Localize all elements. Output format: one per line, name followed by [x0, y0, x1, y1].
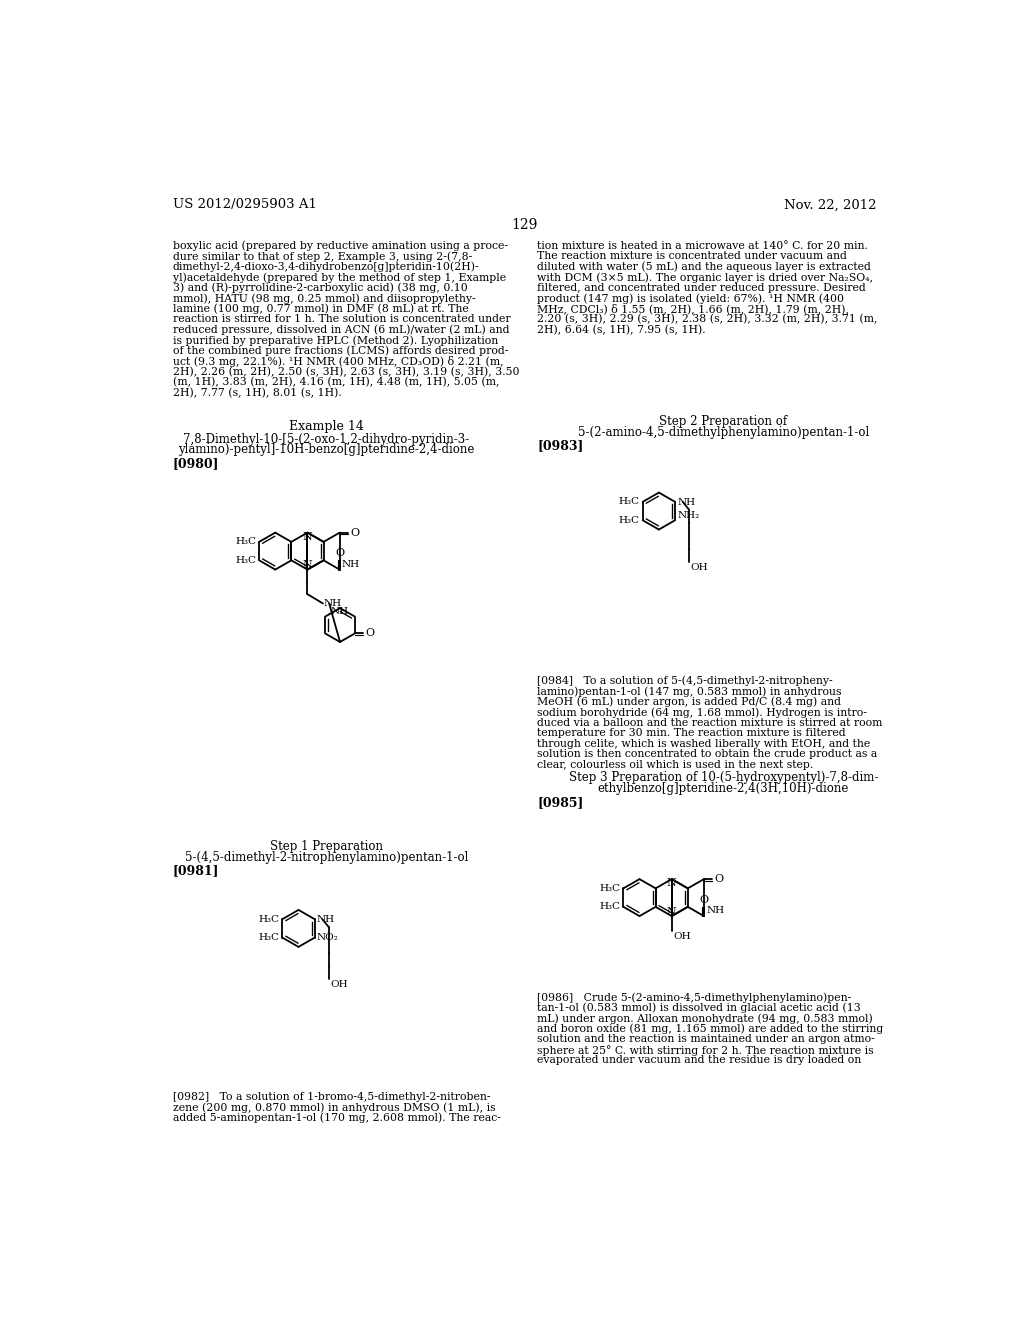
Text: OH: OH — [673, 932, 691, 941]
Text: filtered, and concentrated under reduced pressure. Desired: filtered, and concentrated under reduced… — [538, 282, 866, 293]
Text: O: O — [335, 548, 344, 558]
Text: uct (9.3 mg, 22.1%). ¹H NMR (400 MHz, CD₃OD) δ 2.21 (m,: uct (9.3 mg, 22.1%). ¹H NMR (400 MHz, CD… — [173, 356, 504, 367]
Text: 2.20 (s, 3H), 2.29 (s, 3H), 2.38 (s, 2H), 3.32 (m, 2H), 3.71 (m,: 2.20 (s, 3H), 2.29 (s, 3H), 2.38 (s, 2H)… — [538, 314, 878, 325]
Text: boxylic acid (prepared by reductive amination using a proce-: boxylic acid (prepared by reductive amin… — [173, 240, 508, 251]
Text: mL) under argon. Alloxan monohydrate (94 mg, 0.583 mmol): mL) under argon. Alloxan monohydrate (94… — [538, 1014, 872, 1024]
Text: OH: OH — [330, 979, 348, 989]
Text: reaction is stirred for 1 h. The solution is concentrated under: reaction is stirred for 1 h. The solutio… — [173, 314, 511, 325]
Text: ethylbenzo[g]pteridine-2,4(3H,10H)-dione: ethylbenzo[g]pteridine-2,4(3H,10H)-dione — [598, 781, 849, 795]
Text: 2H), 7.77 (s, 1H), 8.01 (s, 1H).: 2H), 7.77 (s, 1H), 8.01 (s, 1H). — [173, 387, 342, 397]
Text: N: N — [302, 561, 312, 570]
Text: NH: NH — [331, 607, 349, 616]
Text: tan-1-ol (0.583 mmol) is dissolved in glacial acetic acid (13: tan-1-ol (0.583 mmol) is dissolved in gl… — [538, 1003, 861, 1014]
Text: duced via a balloon and the reaction mixture is stirred at room: duced via a balloon and the reaction mix… — [538, 718, 883, 727]
Text: H₃C: H₃C — [618, 498, 640, 507]
Text: H₃C: H₃C — [236, 537, 256, 546]
Text: dimethyl-2,4-dioxo-3,4-dihydrobenzo[g]pteridin-10(2H)-: dimethyl-2,4-dioxo-3,4-dihydrobenzo[g]pt… — [173, 261, 479, 272]
Text: 129: 129 — [512, 218, 538, 232]
Text: O: O — [366, 628, 375, 639]
Text: 3) and (R)-pyrrolidine-2-carboxylic acid) (38 mg, 0.10: 3) and (R)-pyrrolidine-2-carboxylic acid… — [173, 282, 468, 293]
Text: N: N — [667, 878, 677, 888]
Text: MHz, CDCl₃) δ 1.55 (m, 2H), 1.66 (m, 2H), 1.79 (m, 2H),: MHz, CDCl₃) δ 1.55 (m, 2H), 1.66 (m, 2H)… — [538, 304, 849, 314]
Text: [0985]: [0985] — [538, 796, 584, 809]
Text: Nov. 22, 2012: Nov. 22, 2012 — [784, 198, 877, 211]
Text: ylamino)-pentyl]-10H-benzo[g]pteridine-2,4-dione: ylamino)-pentyl]-10H-benzo[g]pteridine-2… — [178, 444, 474, 457]
Text: lamine (100 mg, 0.77 mmol) in DMF (8 mL) at rt. The: lamine (100 mg, 0.77 mmol) in DMF (8 mL)… — [173, 304, 469, 314]
Text: [0982]   To a solution of 1-bromo-4,5-dimethyl-2-nitroben-: [0982] To a solution of 1-bromo-4,5-dime… — [173, 1092, 490, 1102]
Text: through celite, which is washed liberally with EtOH, and the: through celite, which is washed liberall… — [538, 739, 870, 748]
Text: O: O — [699, 895, 709, 904]
Text: (m, 1H), 3.83 (m, 2H), 4.16 (m, 1H), 4.48 (m, 1H), 5.05 (m,: (m, 1H), 3.83 (m, 2H), 4.16 (m, 1H), 4.4… — [173, 378, 500, 387]
Text: NH₂: NH₂ — [677, 511, 699, 520]
Text: [0984]   To a solution of 5-(4,5-dimethyl-2-nitropheny-: [0984] To a solution of 5-(4,5-dimethyl-… — [538, 676, 833, 686]
Text: Step 1 Preparation: Step 1 Preparation — [270, 840, 383, 853]
Text: diluted with water (5 mL) and the aqueous layer is extracted: diluted with water (5 mL) and the aqueou… — [538, 261, 871, 272]
Text: Step 2 Preparation of: Step 2 Preparation of — [659, 414, 787, 428]
Text: Example 14: Example 14 — [289, 420, 364, 433]
Text: H₃C: H₃C — [599, 903, 621, 911]
Text: 2H), 2.26 (m, 2H), 2.50 (s, 3H), 2.63 (s, 3H), 3.19 (s, 3H), 3.50: 2H), 2.26 (m, 2H), 2.50 (s, 3H), 2.63 (s… — [173, 367, 519, 376]
Text: with DCM (3×5 mL). The organic layer is dried over Na₂SO₄,: with DCM (3×5 mL). The organic layer is … — [538, 272, 873, 282]
Text: [0981]: [0981] — [173, 865, 219, 878]
Text: H₃C: H₃C — [236, 556, 256, 565]
Text: 5-(4,5-dimethyl-2-nitrophenylamino)pentan-1-ol: 5-(4,5-dimethyl-2-nitrophenylamino)penta… — [184, 850, 468, 863]
Text: NH: NH — [342, 560, 360, 569]
Text: product (147 mg) is isolated (yield: 67%). ¹H NMR (400: product (147 mg) is isolated (yield: 67%… — [538, 293, 844, 304]
Text: added 5-aminopentan-1-ol (170 mg, 2.608 mmol). The reac-: added 5-aminopentan-1-ol (170 mg, 2.608 … — [173, 1113, 501, 1123]
Text: NH: NH — [677, 498, 695, 507]
Text: clear, colourless oil which is used in the next step.: clear, colourless oil which is used in t… — [538, 759, 813, 770]
Text: MeOH (6 mL) under argon, is added Pd/C (8.4 mg) and: MeOH (6 mL) under argon, is added Pd/C (… — [538, 697, 841, 708]
Text: solution and the reaction is maintained under an argon atmo-: solution and the reaction is maintained … — [538, 1034, 874, 1044]
Text: NO₂: NO₂ — [317, 933, 339, 942]
Text: 2H), 6.64 (s, 1H), 7.95 (s, 1H).: 2H), 6.64 (s, 1H), 7.95 (s, 1H). — [538, 325, 706, 335]
Text: N: N — [667, 907, 677, 917]
Text: yl)acetaldehyde (prepared by the method of step 1, Example: yl)acetaldehyde (prepared by the method … — [173, 272, 506, 282]
Text: dure similar to that of step 2, Example 3, using 2-(7,8-: dure similar to that of step 2, Example … — [173, 251, 472, 261]
Text: H₃C: H₃C — [618, 516, 640, 525]
Text: H₃C: H₃C — [599, 884, 621, 892]
Text: NH: NH — [317, 916, 335, 924]
Text: sphere at 25° C. with stirring for 2 h. The reaction mixture is: sphere at 25° C. with stirring for 2 h. … — [538, 1044, 873, 1056]
Text: and boron oxide (81 mg, 1.165 mmol) are added to the stirring: and boron oxide (81 mg, 1.165 mmol) are … — [538, 1024, 884, 1035]
Text: [0983]: [0983] — [538, 440, 584, 453]
Text: tion mixture is heated in a microwave at 140° C. for 20 min.: tion mixture is heated in a microwave at… — [538, 240, 868, 251]
Text: [0986]   Crude 5-(2-amino-4,5-dimethylphenylamino)pen-: [0986] Crude 5-(2-amino-4,5-dimethylphen… — [538, 993, 851, 1003]
Text: O: O — [715, 874, 724, 884]
Text: H₃C: H₃C — [258, 915, 280, 924]
Text: Step 3 Preparation of 10-(5-hydroxypentyl)-7,8-dim-: Step 3 Preparation of 10-(5-hydroxypenty… — [568, 771, 878, 784]
Text: lamino)pentan-1-ol (147 mg, 0.583 mmol) in anhydrous: lamino)pentan-1-ol (147 mg, 0.583 mmol) … — [538, 686, 842, 697]
Text: solution is then concentrated to obtain the crude product as a: solution is then concentrated to obtain … — [538, 750, 878, 759]
Text: [0980]: [0980] — [173, 457, 219, 470]
Text: evaporated under vacuum and the residue is dry loaded on: evaporated under vacuum and the residue … — [538, 1055, 861, 1065]
Text: NH: NH — [707, 907, 724, 915]
Text: mmol), HATU (98 mg, 0.25 mmol) and diisopropylethy-: mmol), HATU (98 mg, 0.25 mmol) and diiso… — [173, 293, 475, 304]
Text: US 2012/0295903 A1: US 2012/0295903 A1 — [173, 198, 316, 211]
Text: zene (200 mg, 0.870 mmol) in anhydrous DMSO (1 mL), is: zene (200 mg, 0.870 mmol) in anhydrous D… — [173, 1102, 496, 1113]
Text: sodium borohydride (64 mg, 1.68 mmol). Hydrogen is intro-: sodium borohydride (64 mg, 1.68 mmol). H… — [538, 708, 867, 718]
Text: NH: NH — [324, 599, 342, 609]
Text: O: O — [350, 528, 359, 537]
Text: N: N — [302, 532, 312, 541]
Text: OH: OH — [690, 562, 709, 572]
Text: reduced pressure, dissolved in ACN (6 mL)/water (2 mL) and: reduced pressure, dissolved in ACN (6 mL… — [173, 325, 510, 335]
Text: 7,8-Dimethyl-10-[5-(2-oxo-1,2-dihydro-pyridin-3-: 7,8-Dimethyl-10-[5-(2-oxo-1,2-dihydro-py… — [183, 433, 470, 446]
Text: is purified by preparative HPLC (Method 2). Lyophilization: is purified by preparative HPLC (Method … — [173, 335, 499, 346]
Text: The reaction mixture is concentrated under vacuum and: The reaction mixture is concentrated und… — [538, 251, 847, 261]
Text: H₃C: H₃C — [258, 933, 280, 942]
Text: of the combined pure fractions (LCMS) affords desired prod-: of the combined pure fractions (LCMS) af… — [173, 346, 508, 356]
Text: 5-(2-amino-4,5-dimethylphenylamino)pentan-1-ol: 5-(2-amino-4,5-dimethylphenylamino)penta… — [578, 425, 868, 438]
Text: temperature for 30 min. The reaction mixture is filtered: temperature for 30 min. The reaction mix… — [538, 729, 846, 738]
